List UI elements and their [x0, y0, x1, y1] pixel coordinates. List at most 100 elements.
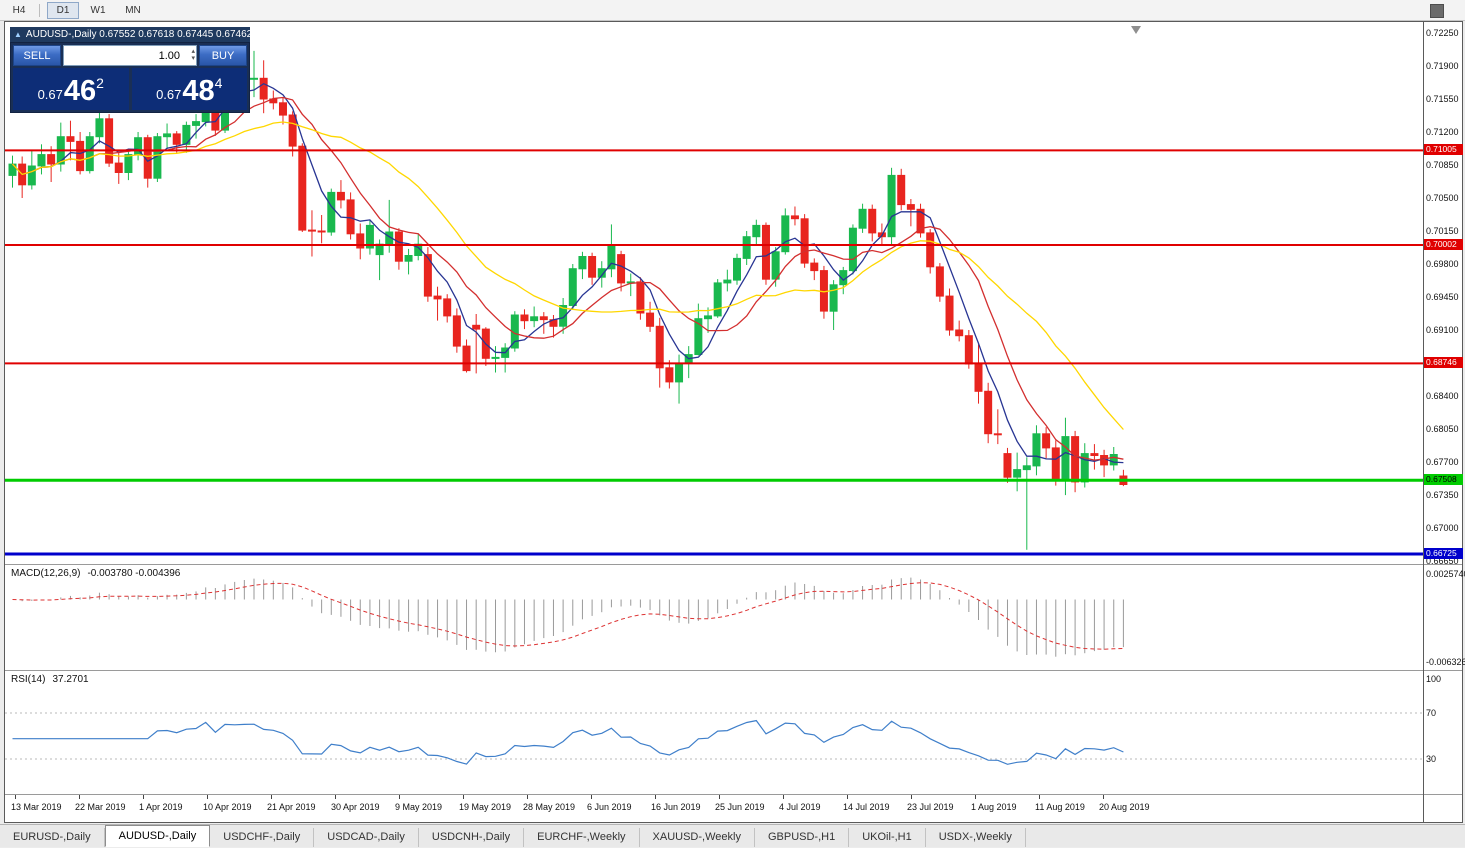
time-axis-tick — [271, 795, 272, 799]
sell-button[interactable]: SELL — [13, 45, 61, 66]
rsi-name: RSI(14) — [11, 674, 46, 685]
rsi-axis-label: 100 — [1426, 673, 1442, 684]
chart-title-bar: ▲ AUDUSD-,Daily 0.67552 0.67618 0.67445 … — [10, 27, 252, 42]
time-axis-tick — [399, 795, 400, 799]
chart-shift-marker[interactable] — [1131, 26, 1141, 34]
time-axis-tick — [719, 795, 720, 799]
chart-tab-eurchf-weekly[interactable]: EURCHF-,Weekly — [524, 828, 640, 847]
chart-tab-xauusd-weekly[interactable]: XAUUSD-,Weekly — [640, 828, 755, 847]
price-axis-label: 0.71550 — [1426, 94, 1459, 104]
ma-line-5 — [12, 82, 1124, 464]
price-line-badge: 0.70002 — [1424, 238, 1463, 250]
timeframe-button-mn[interactable]: MN — [125, 4, 141, 16]
sell-price-prefix: 0.67 — [37, 87, 63, 102]
price-axis-label: 0.67000 — [1426, 523, 1459, 534]
time-axis-tick — [783, 795, 784, 799]
top-toolbar: H4 D1 W1 MN — [0, 0, 1465, 21]
panel-separator[interactable] — [5, 670, 1462, 671]
price-axis-label: 0.69100 — [1426, 325, 1459, 336]
panel-separator[interactable] — [5, 564, 1462, 565]
volume-spinner[interactable]: ▴ ▾ — [191, 46, 195, 65]
price-scale-border — [1423, 22, 1424, 822]
trade-panel-body: SELL 1.00 ▴ ▾ BUY 0.67 46 2 0.67 48 4 — [10, 42, 250, 113]
price-axis-label: 0.71900 — [1426, 61, 1459, 71]
macd-values: -0.003780 -0.004396 — [87, 568, 181, 579]
time-axis-label: 30 Apr 2019 — [331, 802, 380, 812]
price-axis-label: 0.70500 — [1426, 193, 1459, 204]
time-axis-label: 13 Mar 2019 — [11, 802, 62, 812]
timeframe-button-d1[interactable]: D1 — [47, 1, 79, 19]
price-line-badge: 0.68746 — [1424, 357, 1463, 369]
chart-tab-usdcnh-daily[interactable]: USDCNH-,Daily — [419, 828, 525, 847]
rsi-line — [12, 719, 1124, 765]
chart-icon: ▲ — [14, 30, 22, 39]
time-axis-tick — [335, 795, 336, 799]
chart-tab-eurusd-daily[interactable]: EURUSD-,Daily — [0, 828, 105, 847]
sell-price-display[interactable]: 0.67 46 2 — [13, 68, 129, 110]
time-axis-tick — [655, 795, 656, 799]
chart-tab-usdcad-daily[interactable]: USDCAD-,Daily — [314, 828, 419, 847]
time-axis-label: 21 Apr 2019 — [267, 802, 316, 812]
price-line-badge: 0.71005 — [1424, 144, 1463, 156]
time-axis-label: 11 Aug 2019 — [1035, 802, 1085, 812]
chart-tab-audusd-daily[interactable]: AUDUSD-,Daily — [104, 825, 211, 847]
time-axis-tick — [1039, 795, 1040, 799]
price-axis-label: 0.68400 — [1426, 391, 1459, 402]
macd-panel[interactable] — [5, 565, 1423, 670]
price-axis-label: 0.71200 — [1426, 127, 1459, 137]
chart-tab-usdchf-daily[interactable]: USDCHF-,Daily — [210, 828, 315, 847]
price-scale[interactable]: 0.72250 0.71900 0.71550 0.71200 0.70850 0.705… — [1424, 22, 1465, 822]
timeframe-button-w1[interactable]: W1 — [90, 4, 106, 16]
volume-field[interactable]: 1.00 ▴ ▾ — [63, 45, 197, 66]
spinner-down-icon[interactable]: ▾ — [191, 54, 195, 62]
chart-window: ▲ AUDUSD-,Daily 0.67552 0.67618 0.67445 … — [4, 21, 1465, 823]
chart-tab-usdx-weekly[interactable]: USDX-,Weekly — [926, 828, 1026, 847]
price-axis-label: 0.72250 — [1426, 27, 1459, 38]
chart-tab-gbpusd-h1[interactable]: GBPUSD-,H1 — [755, 828, 850, 847]
time-axis-label: 20 Aug 2019 — [1099, 802, 1150, 812]
price-axis-label: 0.68050 — [1426, 424, 1459, 435]
ma-line-10 — [12, 96, 1124, 461]
buy-price-big: 48 — [182, 75, 215, 107]
price-line-badge: 0.66725 — [1424, 548, 1463, 559]
time-axis-tick — [79, 795, 80, 799]
spinner-up-icon[interactable]: ▴ — [191, 47, 195, 55]
price-axis-label: 0.67350 — [1426, 490, 1459, 501]
time-axis-tick — [527, 795, 528, 799]
time-axis-label: 23 Jul 2019 — [907, 802, 954, 812]
timeframe-buttons: H4 D1 W1 MN — [0, 1, 149, 19]
rsi-value: 37.2701 — [52, 674, 89, 685]
volume-value: 1.00 — [158, 49, 180, 62]
panel-separator[interactable] — [5, 794, 1462, 795]
macd-axis-label: 0.0025740 — [1426, 569, 1465, 580]
main-chart[interactable] — [5, 22, 1423, 564]
toolbar-corner-icon[interactable] — [1430, 4, 1444, 18]
price-axis-label: 0.70150 — [1426, 226, 1459, 237]
time-axis-label: 4 Jul 2019 — [779, 802, 821, 812]
time-axis-tick — [975, 795, 976, 799]
price-axis-label: 0.67700 — [1426, 457, 1459, 468]
buy-price-pipette: 4 — [214, 75, 223, 91]
time-axis-label: 1 Aug 2019 — [971, 802, 1017, 812]
buy-price-prefix: 0.67 — [156, 87, 182, 102]
buy-price-display[interactable]: 0.67 48 4 — [131, 68, 247, 110]
ma-line-20 — [12, 121, 1124, 430]
time-axis-label: 1 Apr 2019 — [139, 802, 183, 812]
chart-tab-ukoil-h1[interactable]: UKOil-,H1 — [849, 828, 926, 847]
time-axis-tick — [847, 795, 848, 799]
macd-histogram — [21, 577, 1124, 657]
time-axis-tick — [207, 795, 208, 799]
time-axis[interactable]: 13 Mar 2019 22 Mar 2019 1 Apr 2019 10 Apr 2… — [5, 795, 1423, 822]
time-axis-tick — [15, 795, 16, 799]
time-axis-label: 14 Jul 2019 — [843, 802, 890, 812]
rsi-panel[interactable] — [5, 671, 1423, 794]
price-line-badge: 0.67508 — [1424, 474, 1463, 486]
time-axis-label: 6 Jun 2019 — [587, 802, 632, 812]
time-axis-label: 9 May 2019 — [395, 802, 443, 812]
timeframe-button-h4[interactable]: H4 — [12, 4, 26, 16]
sell-price-big: 46 — [63, 75, 97, 107]
buy-button[interactable]: BUY — [199, 45, 247, 66]
macd-name: MACD(12,26,9) — [11, 568, 81, 579]
time-axis-label: 19 May 2019 — [459, 802, 512, 812]
macd-axis-label: -0.0063260 — [1426, 657, 1465, 668]
